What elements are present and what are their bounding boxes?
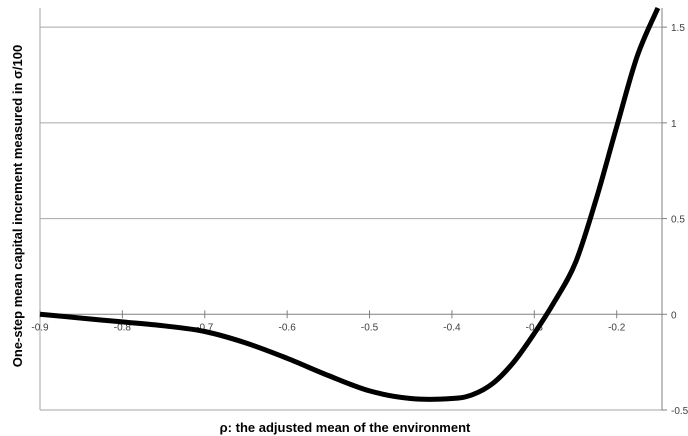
x-tick-label: -0.5 bbox=[361, 322, 379, 333]
series-line bbox=[39, 6, 661, 402]
gridlines bbox=[40, 26, 662, 220]
x-tick-label: -0.6 bbox=[279, 322, 297, 333]
x-axis-title: ρ: the adjusted mean of the environment bbox=[220, 420, 471, 435]
x-tick-labels: -0.9 -0.8 -0.7 -0.6 -0.5 -0.4 -0.3 -0.2 bbox=[31, 322, 625, 333]
y-tick-label: 1.5 bbox=[671, 23, 685, 34]
x-tick-label: -0.2 bbox=[608, 322, 626, 333]
y-tick-labels: 1.5 1 0.5 0 -0.5 bbox=[671, 23, 688, 417]
x-tick-label: -0.9 bbox=[31, 322, 49, 333]
x-tick-label: -0.8 bbox=[114, 322, 132, 333]
y-tick-label: -0.5 bbox=[671, 406, 688, 417]
x-tick-label: -0.4 bbox=[443, 322, 461, 333]
y-tick-label: 0.5 bbox=[671, 215, 685, 226]
y-tick-label: 0 bbox=[671, 310, 677, 321]
plot-area bbox=[40, 8, 662, 410]
x-tick-label: -0.3 bbox=[526, 322, 544, 333]
axes bbox=[39, 8, 667, 411]
y-tick-label: 1 bbox=[671, 119, 677, 130]
y-axis-title: One-step mean capital increment measured… bbox=[10, 45, 25, 367]
x-tick-label: -0.7 bbox=[196, 322, 214, 333]
